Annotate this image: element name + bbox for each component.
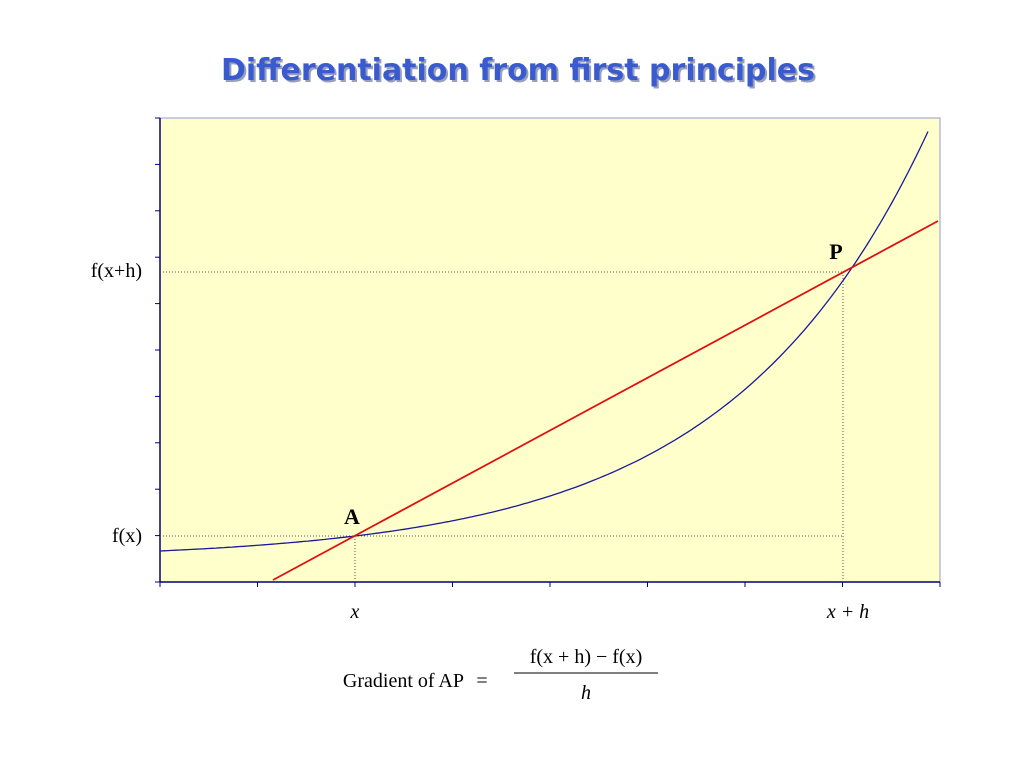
y-label-lower: f(x): [112, 525, 142, 547]
title-shadow: Differentiation from first principles: [223, 55, 817, 90]
point-a: A: [344, 504, 360, 529]
point-p: P: [829, 239, 842, 264]
plot-area: [159, 117, 941, 583]
guide-lines: [160, 271, 844, 582]
axis-ticks: [155, 117, 941, 587]
formula-numerator: f(x + h) − f(x): [530, 646, 643, 668]
x-label-right: x + h: [826, 601, 869, 623]
formula-lhs: Gradient of AP: [343, 670, 464, 692]
formula-denominator: h: [581, 682, 591, 704]
formula-equals: =: [476, 670, 487, 692]
x-label-left: x: [350, 601, 360, 623]
curve: [159, 131, 929, 552]
title: Differentiation from first principles: [221, 53, 815, 88]
chord: [272, 220, 939, 581]
y-label-upper: f(x+h): [91, 260, 142, 282]
